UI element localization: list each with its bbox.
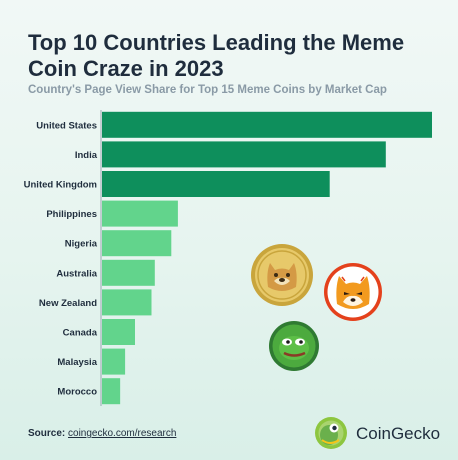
bar-australia [102,259,155,286]
bar-nigeria [102,230,172,257]
category-label: India [75,150,98,161]
bar-morocco [102,378,121,405]
coingecko-logo-icon [315,417,347,449]
source-link[interactable]: coingecko.com/research [68,428,177,439]
bar-canada [102,319,135,345]
category-label: Malaysia [57,357,97,368]
category-label: United States [36,120,97,131]
doge-coin-icon [251,244,313,306]
category-label: Australia [56,268,97,279]
category-label: Nigeria [65,239,98,250]
bar-philippines [102,200,178,227]
bar-new-zealand [102,289,152,316]
category-label: Canada [63,328,98,339]
category-label: New Zealand [39,298,97,309]
bar-malaysia [102,348,126,375]
source-note: Source: coingecko.com/research [28,428,176,439]
chart-subtitle: Country's Page View Share for Top 15 Mem… [28,84,387,96]
category-label: United Kingdom [24,180,97,191]
bar-india [102,141,386,168]
bar-united-kingdom [102,171,330,197]
source-label: Source: [28,428,66,439]
chart-title: Top 10 Countries Leading the Meme Coin C… [28,30,405,81]
coingecko-logo: CoinGecko [312,416,452,450]
category-label: Morocco [57,387,97,398]
bar-united-states [102,111,432,138]
shiba-inu-coin-icon [324,263,382,321]
category-label: Philippines [46,209,97,220]
pepe-coin-icon [269,321,319,371]
brand-name: CoinGecko [356,424,441,443]
